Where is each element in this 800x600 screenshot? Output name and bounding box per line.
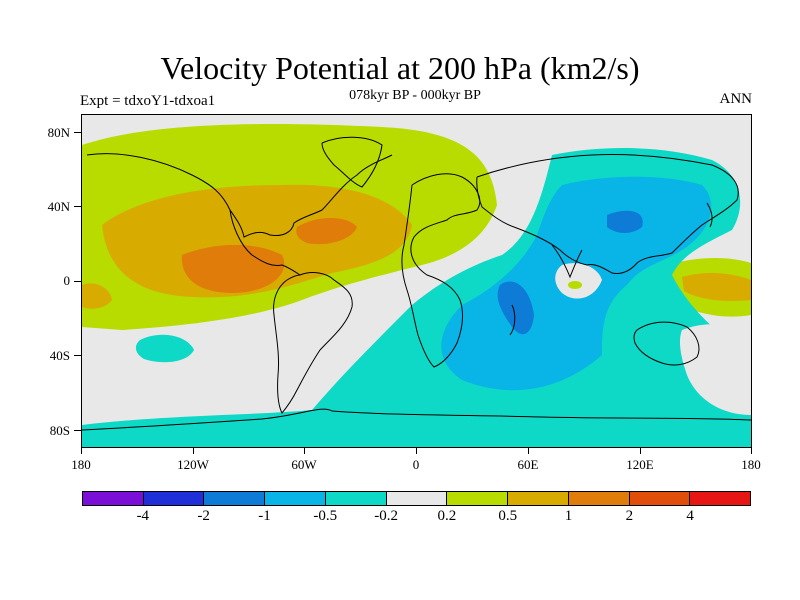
x-label-60e: 60E bbox=[517, 457, 539, 472]
y-tick bbox=[74, 355, 81, 356]
chart-title: Velocity Potential at 200 hPa (km2/s) bbox=[160, 50, 640, 86]
y-tick bbox=[74, 132, 81, 133]
x-tick bbox=[81, 448, 82, 454]
coast-india bbox=[551, 244, 583, 279]
coast-europe-africa bbox=[401, 173, 481, 368]
field-negative-02-sw bbox=[135, 334, 194, 363]
coast-asia bbox=[476, 153, 739, 274]
field-neutral-indian bbox=[555, 263, 602, 299]
colorbar-label: 0.2 bbox=[437, 508, 457, 524]
x-tick bbox=[193, 448, 194, 454]
y-tick bbox=[74, 281, 81, 282]
x-tick bbox=[416, 448, 417, 454]
colorbar-label: -0.5 bbox=[313, 508, 338, 524]
colorbar-label: -4 bbox=[136, 508, 150, 524]
colorbar-label: -1 bbox=[258, 508, 271, 524]
colorbar-label: 2 bbox=[625, 508, 634, 524]
chart-subtitle: 078kyr BP - 000kyr BP bbox=[349, 88, 481, 103]
x-tick bbox=[304, 448, 305, 454]
colorbar-box bbox=[143, 492, 205, 505]
x-tick bbox=[528, 448, 529, 454]
coast-antarctica bbox=[82, 408, 751, 431]
field-negative-1b bbox=[497, 281, 534, 335]
coast-madagascar bbox=[509, 304, 516, 336]
y-label-40s: 40S bbox=[49, 348, 70, 363]
colorbar-label: -2 bbox=[197, 508, 210, 524]
y-label-80n: 80N bbox=[47, 125, 70, 140]
coastlines bbox=[82, 136, 751, 431]
y-tick bbox=[74, 206, 81, 207]
y-tick bbox=[74, 430, 81, 431]
map-svg bbox=[82, 124, 751, 447]
y-label-40n: 40N bbox=[47, 199, 70, 214]
colorbar bbox=[82, 491, 751, 506]
coast-south-america bbox=[273, 272, 353, 414]
field-positive-1 bbox=[102, 184, 412, 298]
coast-north-america bbox=[86, 153, 393, 238]
x-label-180e: 180 bbox=[741, 457, 761, 472]
colorbar-box bbox=[265, 492, 326, 505]
colorbar-box bbox=[629, 492, 691, 505]
coast-australia bbox=[633, 321, 700, 366]
colorbar-box bbox=[568, 492, 630, 505]
coast-japan bbox=[706, 202, 713, 228]
field-positive-small bbox=[568, 281, 582, 289]
colorbar-box bbox=[204, 492, 266, 505]
experiment-label: Expt = tdxoY1-tdxoa1 bbox=[80, 93, 216, 109]
colorbar-box bbox=[325, 492, 387, 505]
field-positive-2 bbox=[181, 244, 285, 293]
field-positive-2b bbox=[296, 218, 357, 245]
x-label-60w: 60W bbox=[291, 457, 317, 472]
coast-central-america bbox=[229, 209, 301, 276]
colorbar-label: 4 bbox=[686, 508, 694, 524]
x-label-120e: 120E bbox=[626, 457, 654, 472]
map-panel bbox=[81, 114, 752, 448]
season-label: ANN bbox=[719, 91, 753, 107]
colorbar-box bbox=[690, 492, 751, 505]
x-label-120w: 120W bbox=[177, 457, 209, 472]
y-label-0: 0 bbox=[63, 273, 71, 288]
x-tick bbox=[751, 448, 752, 454]
colorbar-box bbox=[447, 492, 509, 505]
field-positive-west-edge bbox=[82, 283, 112, 309]
field-neutral-pacific-south bbox=[679, 324, 751, 415]
colorbar-box bbox=[508, 492, 569, 505]
field-positive-pacific-core bbox=[682, 273, 751, 301]
x-label-0: 0 bbox=[412, 457, 420, 472]
colorbar-label: 0.5 bbox=[498, 508, 518, 524]
y-label-80s: 80S bbox=[49, 423, 70, 438]
x-tick bbox=[640, 448, 641, 454]
coast-greenland bbox=[321, 136, 383, 188]
colorbar-box bbox=[386, 492, 448, 505]
x-label-180w: 180 bbox=[71, 457, 91, 472]
colorbar-label: -0.2 bbox=[374, 508, 398, 524]
colorbar-label: 1 bbox=[564, 508, 573, 524]
field-negative-1 bbox=[607, 210, 643, 233]
colorbar-box bbox=[83, 492, 144, 505]
